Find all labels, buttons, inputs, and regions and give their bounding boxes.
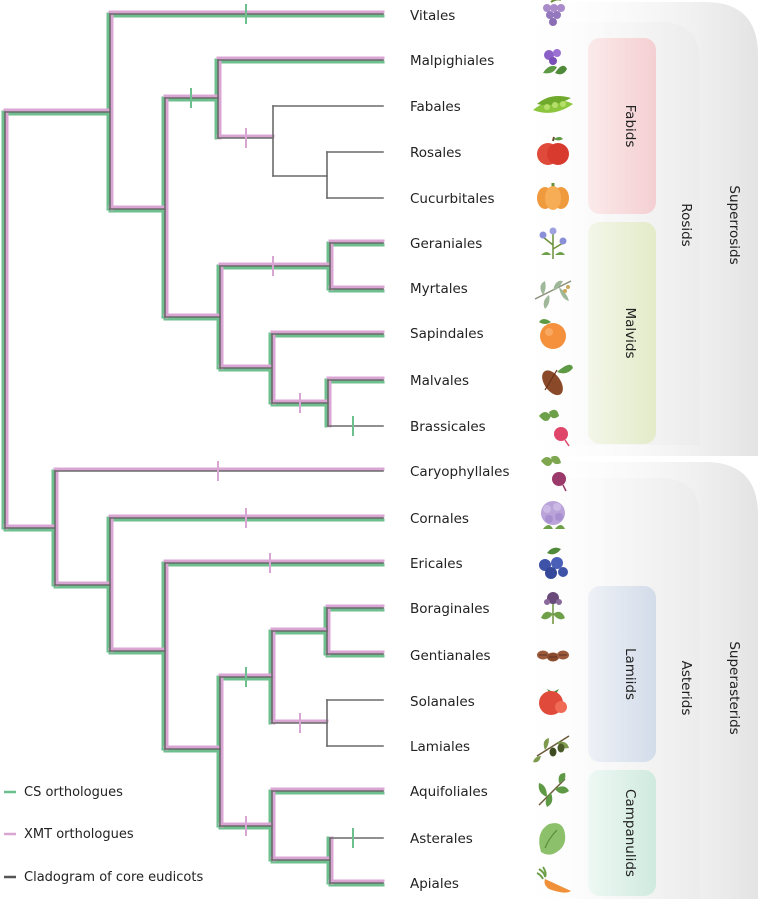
taxon-label: Malpighiales — [410, 53, 494, 69]
geranium-icon — [539, 227, 567, 259]
carrot-icon — [536, 866, 571, 893]
violet-flower-icon — [543, 49, 567, 75]
taxon-labels: Vitales Malpighiales Fabales Rosales Cuc… — [410, 8, 509, 892]
gene-gain-ticks — [190, 4, 354, 848]
tree-branches — [1, 10, 385, 887]
malvids-label: Malvids — [622, 307, 638, 358]
taxon-label: Caryophyllales — [410, 464, 509, 480]
hydrangea-icon — [541, 501, 565, 529]
asterids-label: Asterids — [678, 661, 694, 716]
radish-icon — [539, 409, 570, 447]
legend-xmt-label: XMT orthologues — [24, 827, 134, 842]
taxon-label: Malvales — [410, 373, 469, 389]
holly-icon — [538, 773, 569, 807]
taxon-label: Ericales — [410, 556, 463, 572]
taxon-label: Aquifoliales — [410, 784, 488, 800]
borage-icon — [541, 592, 565, 624]
apple-icon — [537, 136, 569, 165]
legend: CS orthologues XMT orthologues Cladogram… — [4, 785, 203, 885]
beet-icon — [541, 455, 567, 492]
taxon-label: Gentianales — [410, 648, 491, 664]
olive-icon — [533, 735, 570, 763]
taxon-label: Cornales — [410, 511, 469, 527]
lamiids-label: Lamiids — [622, 648, 638, 700]
pea-pod-icon — [533, 96, 573, 113]
group-backgrounds — [520, 2, 758, 899]
rosids-label: Rosids — [678, 203, 694, 246]
taxon-label: Boraginales — [410, 601, 490, 617]
tomato-icon — [539, 689, 567, 715]
cacao-icon — [542, 364, 573, 396]
eucalyptus-icon — [534, 280, 572, 309]
pumpkin-icon — [537, 183, 569, 210]
taxon-label: Lamiales — [410, 739, 470, 755]
taxon-label: Rosales — [410, 145, 461, 161]
plant-icons — [533, 0, 573, 893]
taxon-label: Brassicales — [410, 419, 486, 435]
fabids-label: Fabids — [622, 105, 638, 148]
lettuce-icon — [539, 823, 566, 855]
taxon-label: Asterales — [410, 831, 473, 847]
coffee-bean-icon — [537, 650, 569, 662]
grape-icon — [543, 0, 565, 26]
lamiids-band — [588, 586, 656, 762]
group-labels: Fabids Malvids Rosids Superrosids Lamiid… — [622, 105, 742, 877]
malvids-band — [588, 222, 656, 444]
legend-clado-label: Cladogram of core eudicots — [24, 870, 203, 885]
taxon-label: Vitales — [410, 8, 455, 24]
fabids-band — [588, 38, 656, 214]
taxon-label: Fabales — [410, 99, 461, 115]
orange-icon — [539, 319, 566, 349]
blueberry-icon — [539, 547, 568, 579]
taxon-label: Cucurbitales — [410, 191, 495, 207]
taxon-label: Solanales — [410, 694, 475, 710]
campanulids-label: Campanulids — [622, 789, 638, 877]
legend-cs-label: CS orthologues — [24, 785, 123, 800]
campanulids-band — [588, 770, 656, 896]
taxon-label: Myrtales — [410, 281, 468, 297]
taxon-label: Apiales — [410, 876, 459, 892]
taxon-label: Sapindales — [410, 326, 484, 342]
superrosids-label: Superrosids — [726, 185, 742, 264]
taxon-label: Geraniales — [410, 236, 482, 252]
superasterids-label: Superasterids — [726, 641, 742, 734]
